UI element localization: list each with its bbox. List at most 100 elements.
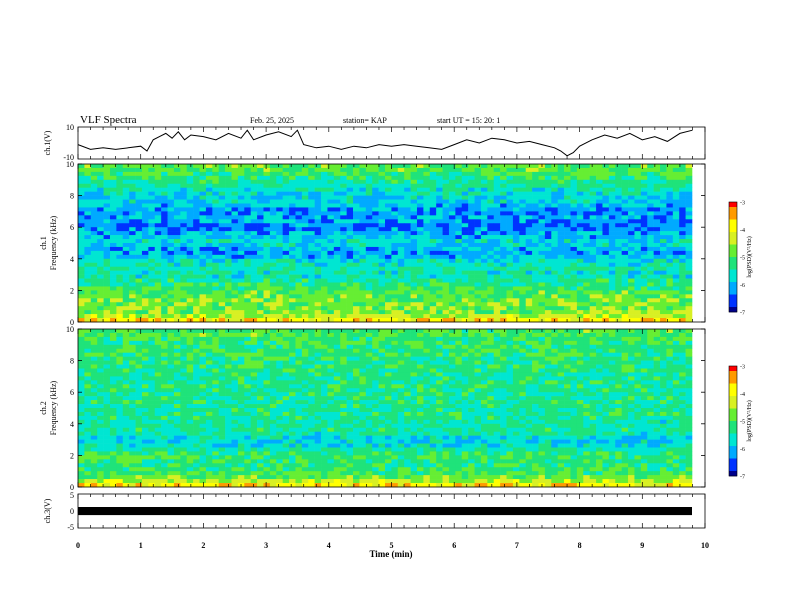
spectrogram-cell: [295, 298, 303, 303]
spectrogram-cell: [295, 187, 303, 192]
spectrogram-cell: [506, 352, 514, 357]
spectrogram-cell: [525, 223, 533, 228]
spectrogram-cell: [391, 175, 399, 181]
spectrogram-cell: [660, 203, 667, 208]
spectrogram-cell: [314, 352, 322, 357]
spectrogram-cell: [103, 254, 111, 260]
spectrogram-cell: [225, 364, 232, 369]
spectrogram-cell: [583, 340, 590, 346]
spectrogram-cell: [346, 199, 354, 204]
spectrogram-cell: [442, 340, 450, 346]
spectrogram-cell: [244, 239, 251, 244]
spectrogram-cell: [129, 270, 136, 275]
spectrogram-cell: [180, 360, 188, 365]
spectrogram-cell: [429, 195, 437, 200]
spectrogram-cell: [397, 290, 405, 295]
spectrogram-cell: [308, 356, 315, 361]
spectrogram-cell: [589, 235, 597, 240]
spectrogram-cell: [237, 364, 245, 369]
spectrogram-cell: [596, 187, 603, 192]
spectrogram-cell: [250, 258, 258, 264]
spectrogram-cell: [321, 262, 328, 267]
spectrogram-cell: [544, 207, 552, 212]
spectrogram-cell: [173, 278, 181, 283]
spectrogram-cell: [538, 290, 546, 295]
spectrogram-cell: [461, 187, 469, 192]
spectrogram-cell: [359, 175, 367, 181]
spectrogram-cell: [532, 274, 539, 279]
spectrogram-cell: [295, 207, 303, 212]
spectrogram-cell: [615, 302, 622, 307]
spectrogram-cell: [468, 223, 475, 228]
spectrogram-cell: [576, 340, 584, 346]
spectrogram-cell: [596, 266, 603, 271]
spectrogram-cell: [327, 348, 335, 353]
spectrogram-cell: [301, 286, 309, 291]
spectrogram-cell: [135, 231, 143, 236]
spectrogram-cell: [244, 250, 251, 256]
spectrogram-cell: [154, 183, 162, 188]
spectrogram-cell: [199, 227, 207, 232]
spectrogram-cell: [141, 199, 149, 204]
spectrogram-cell: [173, 329, 181, 334]
spectrogram-cell: [90, 290, 98, 295]
spectrogram-cell: [512, 274, 520, 279]
spectrogram-cell: [634, 215, 642, 220]
spectrogram-cell: [487, 203, 495, 208]
spectrogram-cell: [410, 215, 418, 220]
spectrogram-cell: [205, 278, 213, 283]
spectrogram-cell: [634, 191, 642, 196]
spectrogram-cell: [173, 179, 181, 185]
spectrogram-cell: [244, 175, 251, 181]
spectrogram-cell: [602, 306, 610, 311]
spectrogram-cell: [212, 262, 220, 267]
spectrogram-cell: [512, 211, 520, 216]
spectrogram-cell: [493, 294, 501, 299]
spectrogram-cell: [512, 179, 520, 185]
spectrogram-cell: [474, 332, 482, 338]
spectrogram-cell: [474, 368, 482, 373]
spectrogram-cell: [589, 352, 597, 357]
spectrogram-cell: [583, 310, 590, 315]
spectrogram-cell: [493, 203, 501, 208]
spectrogram-cell: [564, 246, 571, 252]
spectrogram-cell: [615, 340, 622, 346]
spectrogram-cell: [557, 227, 565, 232]
spectrogram-cell: [378, 270, 386, 275]
spectrogram-cell: [301, 250, 309, 256]
spectrogram-cell: [167, 298, 175, 303]
spectrogram-cell: [84, 231, 92, 236]
spectrogram-cell: [84, 167, 92, 173]
spectrogram-cell: [596, 207, 603, 212]
spectrogram-cell: [141, 340, 149, 346]
spectrogram-cell: [97, 336, 104, 342]
spectrogram-cell: [576, 270, 584, 275]
spectrogram-cell: [397, 187, 405, 192]
spectrogram-cell: [372, 187, 379, 192]
spectrogram-cell: [257, 211, 264, 216]
spectrogram-cell: [519, 187, 527, 192]
spectrogram-cell: [231, 278, 239, 283]
spectrogram-cell: [122, 207, 130, 212]
spectrogram-cell: [557, 175, 565, 181]
spectrogram-cell: [532, 310, 539, 315]
spectrogram-cell: [532, 215, 539, 220]
spectrogram-cell: [129, 243, 136, 248]
spectrogram-cell: [397, 219, 405, 224]
spectrogram-cell: [397, 191, 405, 196]
spectrogram-cell: [474, 239, 482, 244]
spectrogram-cell: [416, 336, 424, 342]
spectrogram-cell: [244, 203, 251, 208]
spectrogram-cell: [615, 348, 622, 353]
spectrogram-cell: [244, 227, 251, 232]
spectrogram-cell: [199, 171, 207, 177]
spectrogram-cell: [615, 332, 622, 338]
spectrogram-cell: [397, 227, 405, 232]
spectrogram-cell: [225, 336, 232, 342]
spectrogram-cell: [410, 195, 418, 200]
spectrogram-cell: [359, 282, 367, 287]
spectrogram-cell: [608, 235, 616, 240]
spectrogram-cell: [442, 282, 450, 287]
spectrogram-cell: [141, 336, 149, 342]
spectrogram-cell: [634, 254, 642, 260]
